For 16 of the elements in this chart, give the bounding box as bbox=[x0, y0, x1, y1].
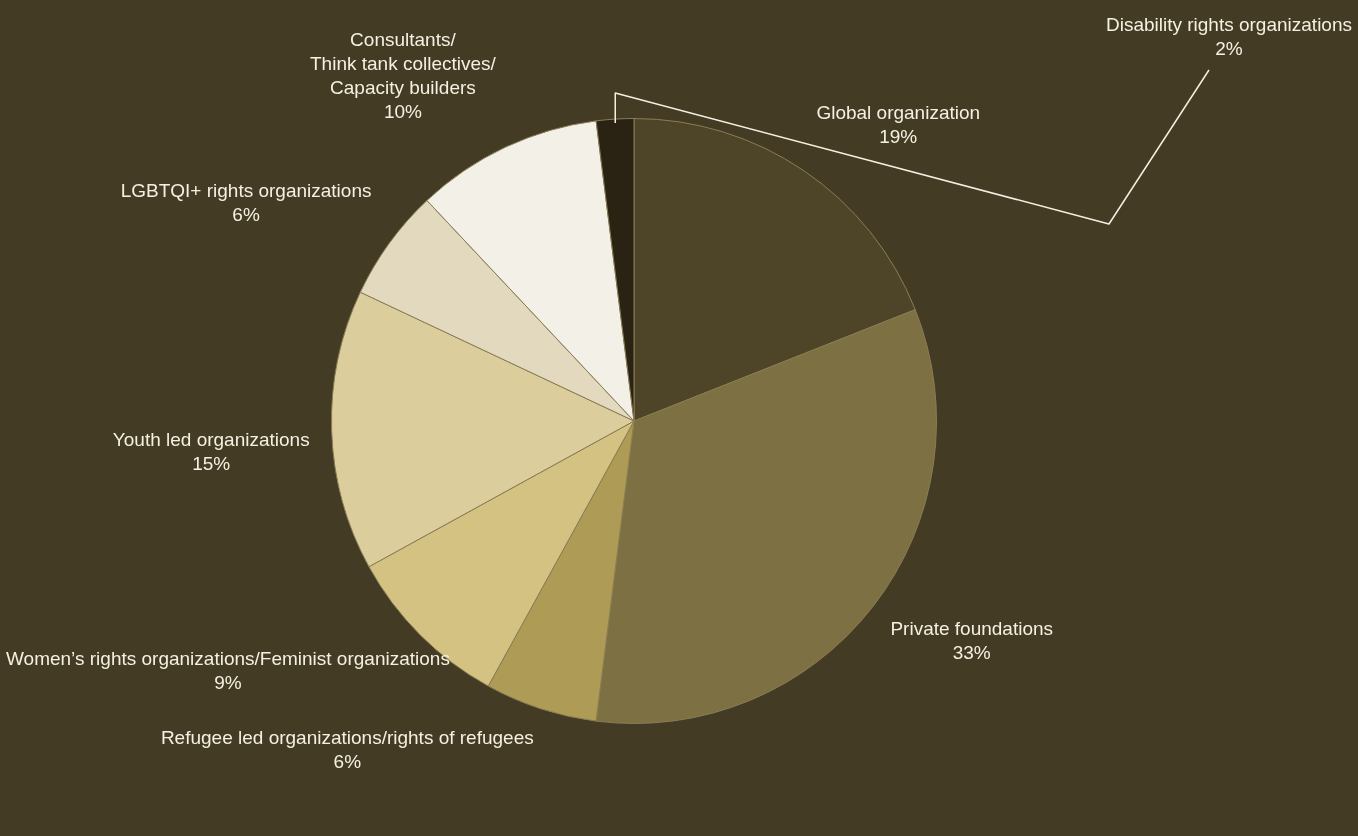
data-label: 6% bbox=[333, 751, 362, 773]
slice-label: Women’s rights organizations/Feminist organizations bbox=[5, 648, 450, 670]
data-label: 19% bbox=[879, 126, 918, 148]
slice-label: Youth led organizations bbox=[112, 428, 310, 450]
slice-label: Refugee led organizations/rights of refugees bbox=[160, 727, 534, 749]
slice-label: LGBTQI+ rights organizations bbox=[120, 180, 372, 201]
slice-label: Private foundations bbox=[890, 617, 1054, 639]
data-label: 6% bbox=[232, 204, 260, 225]
slice-label: Consultants/ Think tank collectives/ Capacity builders bbox=[309, 29, 497, 99]
data-label: 10% bbox=[383, 101, 423, 123]
data-label: 9% bbox=[214, 672, 242, 694]
data-label: 33% bbox=[952, 641, 991, 663]
slice-label: Disability rights organizations bbox=[1105, 13, 1352, 35]
data-label: 15% bbox=[192, 452, 231, 474]
data-label: 2% bbox=[1215, 37, 1243, 59]
slice-label: Global organization bbox=[816, 102, 981, 124]
